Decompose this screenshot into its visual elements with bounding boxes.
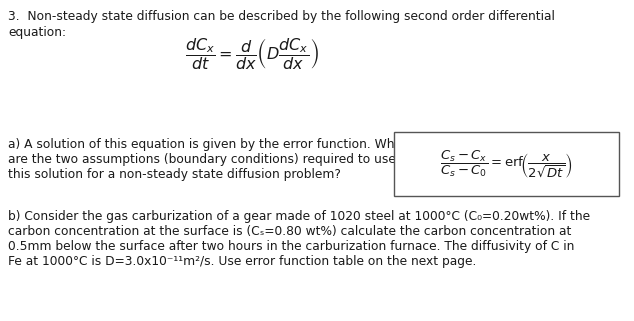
Text: carbon concentration at the surface is (Cₛ=0.80 wt%) calculate the carbon concen: carbon concentration at the surface is (… [8,225,571,238]
Text: $\dfrac{dC_x}{dt} = \dfrac{d}{dx}\left(D\dfrac{dC_x}{dx}\right)$: $\dfrac{dC_x}{dt} = \dfrac{d}{dx}\left(D… [185,36,319,72]
Text: b) Consider the gas carburization of a gear made of 1020 steel at 1000°C (C₀=0.2: b) Consider the gas carburization of a g… [8,210,590,223]
FancyBboxPatch shape [394,132,619,196]
Text: $\dfrac{C_s - C_x}{C_s - C_0} = \mathrm{erf}\!\left(\dfrac{x}{2\sqrt{Dt}}\right): $\dfrac{C_s - C_x}{C_s - C_0} = \mathrm{… [441,149,573,180]
Text: 3.  Non-steady state diffusion can be described by the following second order di: 3. Non-steady state diffusion can be des… [8,10,555,23]
Text: a) A solution of this equation is given by the error function. What: a) A solution of this equation is given … [8,138,407,151]
Text: equation:: equation: [8,26,66,39]
Text: Fe at 1000°C is D=3.0x10⁻¹¹m²/s. Use error function table on the next page.: Fe at 1000°C is D=3.0x10⁻¹¹m²/s. Use err… [8,255,476,268]
Text: are the two assumptions (boundary conditions) required to use: are the two assumptions (boundary condit… [8,153,396,166]
Text: 0.5mm below the surface after two hours in the carburization furnace. The diffus: 0.5mm below the surface after two hours … [8,240,574,253]
Text: this solution for a non-steady state diffusion problem?: this solution for a non-steady state dif… [8,168,341,181]
